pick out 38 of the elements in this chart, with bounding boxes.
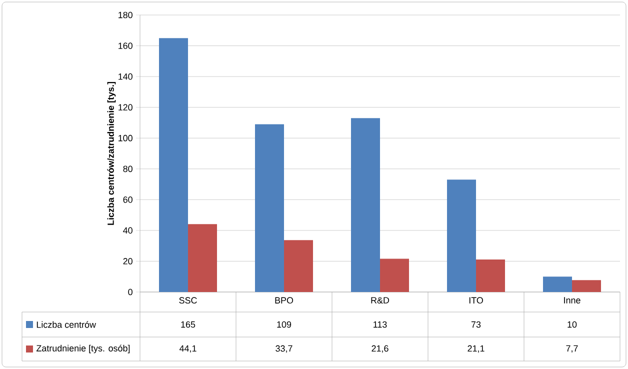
- x-tick-label: BPO: [275, 297, 294, 304]
- bar: [188, 224, 218, 292]
- data-label: 10: [568, 321, 577, 328]
- data-label: 33,7: [276, 345, 292, 353]
- y-tick-label: 0: [128, 288, 132, 296]
- data-label: 44,1: [179, 345, 196, 353]
- legend-label: Liczba centrów: [36, 321, 96, 328]
- x-tick-label: R&D: [371, 297, 390, 304]
- data-label: 21,1: [468, 345, 484, 353]
- bar: [543, 276, 572, 292]
- bar: [351, 118, 380, 292]
- y-tick-label: 60: [123, 196, 132, 203]
- legend-label: Zatrudnienie [tys. osób]: [36, 344, 130, 354]
- y-tick-label: 120: [118, 104, 132, 111]
- data-label: 21,6: [372, 345, 388, 353]
- data-label: 73: [471, 321, 481, 328]
- x-tick-label: Inne: [564, 297, 580, 304]
- bar: [447, 180, 476, 292]
- bar: [572, 280, 602, 292]
- data-label: 109: [277, 321, 292, 328]
- y-tick-label: 100: [118, 134, 132, 142]
- y-tick-label: 20: [123, 258, 132, 264]
- data-label: 113: [374, 321, 387, 328]
- y-tick-label: 80: [123, 166, 132, 172]
- y-tick-label: 40: [123, 227, 132, 234]
- bar: [380, 258, 410, 292]
- x-tick-label: ITO: [469, 297, 483, 304]
- y-axis-title: Liczba centrów/zatrudnienie [tys.]: [107, 82, 116, 225]
- y-tick-label: 140: [118, 73, 132, 80]
- data-label: 7,7: [566, 345, 578, 353]
- bar: [284, 240, 314, 292]
- bar: [476, 260, 506, 292]
- x-tick-label: SSC: [179, 297, 197, 304]
- y-tick-label: 160: [118, 42, 132, 49]
- bar: [255, 124, 284, 292]
- bar: [159, 38, 188, 292]
- data-label: 165: [181, 321, 196, 328]
- y-tick-label: 180: [118, 12, 132, 18]
